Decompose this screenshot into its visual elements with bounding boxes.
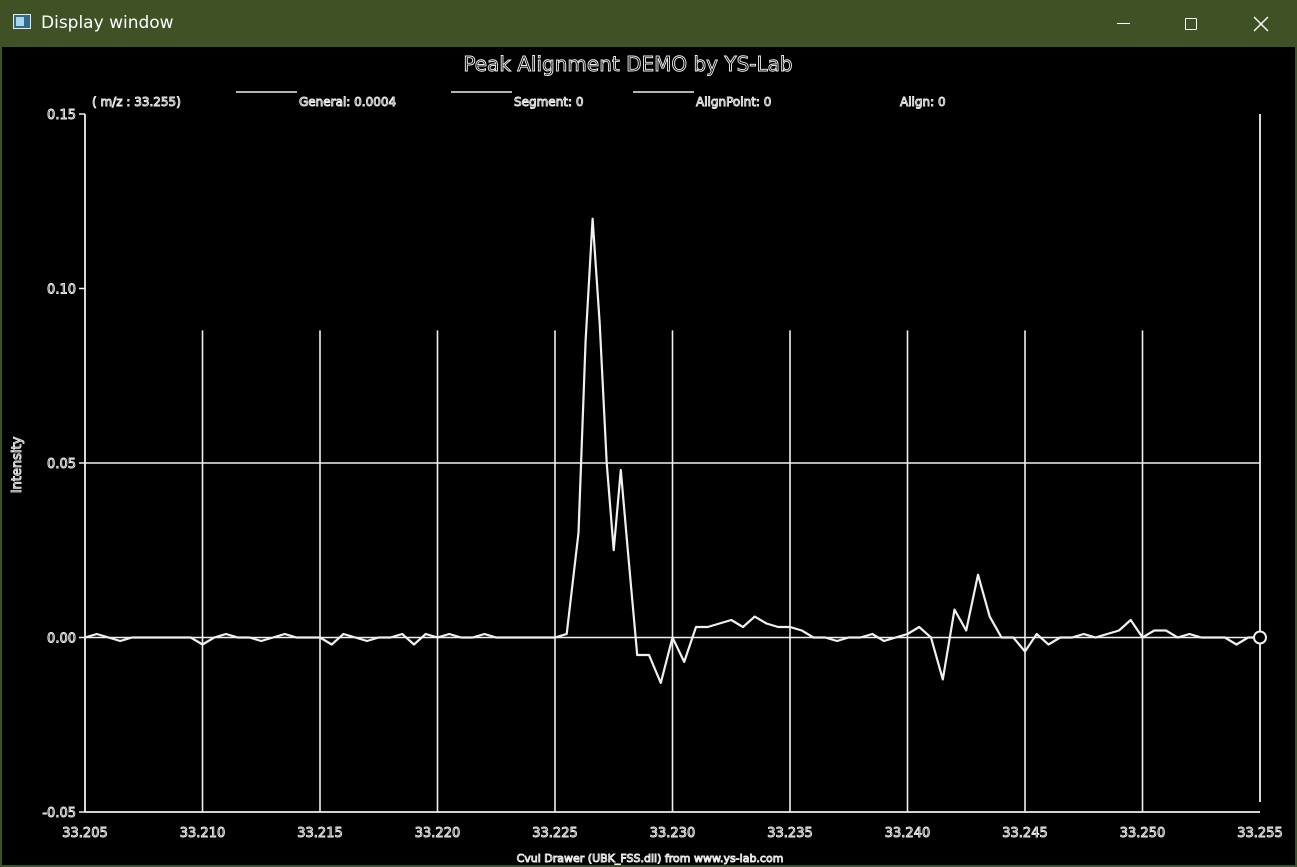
app-window-icon — [13, 14, 31, 29]
legend-item: General: 0.0004 — [299, 95, 396, 109]
x-tick-label: 33.240 — [885, 826, 931, 841]
x-tick-label: 33.235 — [767, 826, 813, 841]
window-title: Display window — [41, 13, 174, 33]
y-tick-label: 0.10 — [47, 283, 76, 298]
grid-lines — [85, 330, 1260, 812]
close-button[interactable] — [1226, 0, 1296, 47]
x-tick-label: 33.230 — [650, 826, 696, 841]
legend-item: ( m/z : 33.255) — [92, 95, 181, 109]
x-tick-label: 33.255 — [1237, 826, 1283, 841]
x-tick-label: 33.215 — [297, 826, 343, 841]
x-axis-ticks: 33.205 33.210 33.215 33.220 33.225 33.230 33.2… — [62, 826, 1283, 842]
legend-item: AlignPoint: 0 — [696, 95, 771, 109]
y-axis-label: Intensity — [10, 436, 25, 493]
series-line — [84, 217, 1260, 685]
x-tick-label: 33.250 — [1120, 826, 1166, 841]
x-tick-label: 33.220 — [415, 826, 461, 841]
peak-chart: Peak Alignment DEMO by YS-Lab ( m/z : 33… — [10, 52, 1284, 865]
legend-item: Segment: 0 — [514, 95, 584, 109]
chart-title: Peak Alignment DEMO by YS-Lab — [463, 52, 792, 76]
minimize-icon — [1116, 23, 1130, 24]
y-tick-label: -0.05 — [42, 806, 76, 821]
x-tick-label: 33.225 — [532, 826, 578, 841]
title-bar[interactable]: Display window — [0, 0, 1297, 47]
x-tick-label: 33.205 — [62, 826, 108, 841]
y-axis-ticks: 0.15 0.10 0.05 0.00 -0.05 — [42, 108, 85, 821]
plot-canvas[interactable]: Peak Alignment DEMO by YS-Lab ( m/z : 33… — [2, 47, 1295, 865]
maximize-icon — [1185, 17, 1197, 30]
chart-legend: ( m/z : 33.255) General: 0.0004 Segment: 0… — [92, 91, 946, 109]
legend-item: Align: 0 — [900, 95, 946, 109]
series-endpoint-marker — [1253, 630, 1267, 645]
y-tick-label: 0.15 — [47, 108, 76, 123]
close-icon — [1253, 16, 1269, 31]
chart-footer: Cvui Drawer (UBK_FSS.dll) from www.ys-la… — [517, 852, 784, 865]
maximize-button[interactable] — [1156, 0, 1226, 47]
y-tick-label: 0.00 — [47, 632, 76, 647]
minimize-button[interactable] — [1088, 0, 1158, 47]
x-tick-label: 33.210 — [180, 826, 226, 841]
y-tick-label: 0.05 — [47, 457, 76, 472]
x-tick-label: 33.245 — [1002, 826, 1048, 841]
series-group — [84, 217, 1267, 685]
